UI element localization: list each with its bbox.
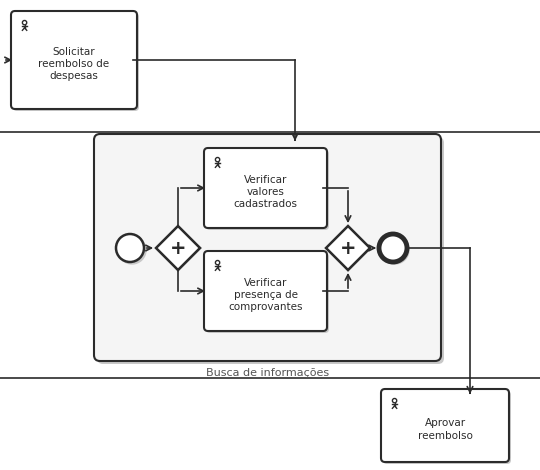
Circle shape xyxy=(381,236,409,264)
Circle shape xyxy=(379,234,407,262)
Text: Busca de informações: Busca de informações xyxy=(206,368,329,378)
FancyBboxPatch shape xyxy=(94,134,441,361)
Text: Verificar
valores
cadastrados: Verificar valores cadastrados xyxy=(233,174,298,210)
Text: Verificar
presença de
comprovantes: Verificar presença de comprovantes xyxy=(228,278,303,313)
FancyBboxPatch shape xyxy=(204,251,327,331)
Circle shape xyxy=(118,236,146,264)
Polygon shape xyxy=(326,226,370,270)
Text: Aprovar
reembolso: Aprovar reembolso xyxy=(417,418,472,441)
Circle shape xyxy=(116,234,144,262)
FancyBboxPatch shape xyxy=(383,391,511,464)
Polygon shape xyxy=(328,228,372,272)
Text: Solicitar
reembolso de
despesas: Solicitar reembolso de despesas xyxy=(38,47,110,81)
FancyBboxPatch shape xyxy=(206,253,329,333)
Text: +: + xyxy=(340,238,356,258)
Polygon shape xyxy=(156,226,200,270)
FancyBboxPatch shape xyxy=(206,150,329,230)
FancyBboxPatch shape xyxy=(204,148,327,228)
FancyBboxPatch shape xyxy=(97,137,444,364)
FancyBboxPatch shape xyxy=(11,11,137,109)
FancyBboxPatch shape xyxy=(381,389,509,462)
Text: +: + xyxy=(170,238,186,258)
Polygon shape xyxy=(158,228,202,272)
FancyBboxPatch shape xyxy=(13,13,139,111)
